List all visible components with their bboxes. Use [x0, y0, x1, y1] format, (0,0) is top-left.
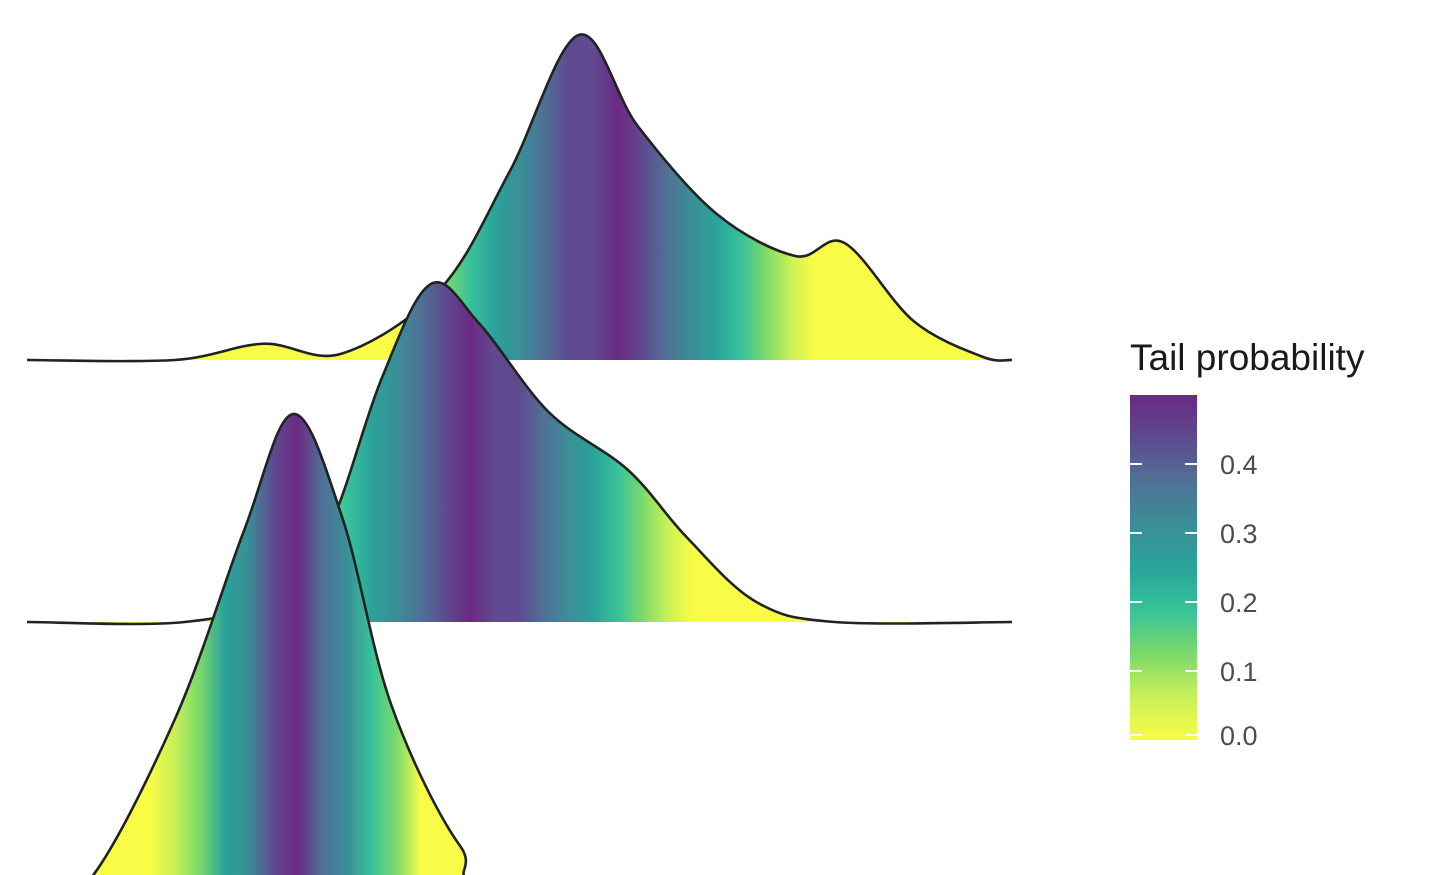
- ridge-area-3: [93, 413, 466, 875]
- legend-ticks: 0.0 0.1 0.2 0.3 0.4: [1130, 450, 1258, 751]
- legend-tick-label: 0.2: [1220, 588, 1258, 618]
- legend-colorbar: [1130, 395, 1197, 740]
- legend-title: Tail probability: [1130, 337, 1365, 378]
- legend-tick-label: 0.1: [1220, 657, 1258, 687]
- ridge-area-1: [27, 34, 1012, 362]
- legend-tick-label: 0.3: [1220, 519, 1258, 549]
- legend: Tail probability 0.0 0.1 0.2 0.3 0.4: [1130, 337, 1365, 751]
- ridges-group: [26, 33, 1013, 875]
- legend-tick-label: 0.0: [1220, 721, 1258, 751]
- legend-tick-label: 0.4: [1220, 450, 1258, 480]
- ridge-outline-1: [26, 33, 1013, 363]
- ridge-outline-3: [91, 412, 468, 875]
- ridge-area-2: [27, 282, 1012, 625]
